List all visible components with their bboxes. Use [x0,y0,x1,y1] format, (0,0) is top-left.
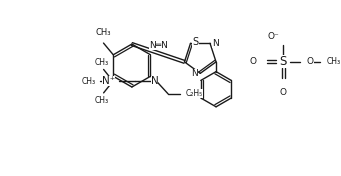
Text: N⁺: N⁺ [102,76,115,86]
Text: O: O [280,88,287,97]
Text: N═N: N═N [149,41,168,50]
Text: S: S [280,55,287,68]
Text: N: N [212,39,219,48]
Text: C₂H₅: C₂H₅ [186,89,203,98]
Text: O: O [250,57,257,66]
Text: N: N [192,69,198,78]
Text: S: S [192,37,198,47]
Text: CH₃: CH₃ [94,96,109,105]
Text: O: O [307,57,314,66]
Text: N: N [150,76,158,86]
Text: O⁻: O⁻ [268,32,279,41]
Text: CH₃: CH₃ [326,57,340,66]
Text: CH₃: CH₃ [81,77,96,86]
Text: CH₃: CH₃ [96,28,111,37]
Text: CH₃: CH₃ [94,58,109,67]
